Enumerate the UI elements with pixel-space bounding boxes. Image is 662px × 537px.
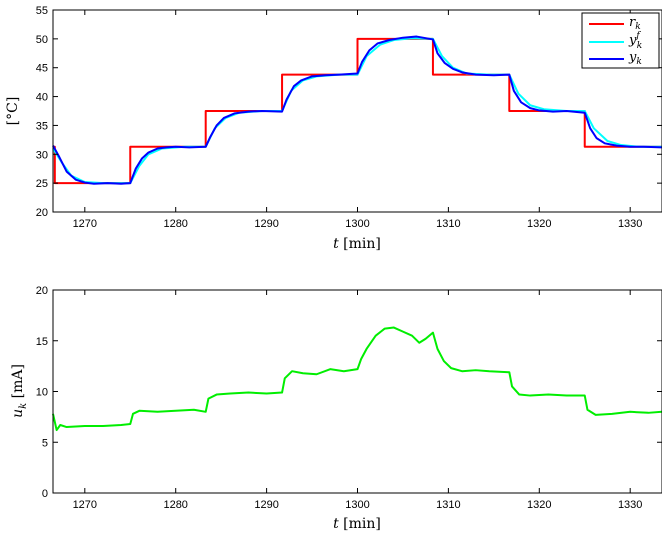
temperature-x-tick-label: 1300 [345,218,369,230]
current-y-tick-label: 15 [36,336,48,348]
current-plot-area [53,290,662,493]
current-x-ticks: 1270 1280 1290 1300 1310 1320 1330 [73,290,642,511]
temperature-x-ticks: 1270 1280 1290 1300 1310 1320 1330 [73,10,642,230]
current-x-tick-label: 1310 [436,499,460,511]
temperature-x-tick-label: 1330 [618,218,642,230]
current-x-tick-label: 1290 [254,499,278,511]
legend-label-r_k: rk [629,15,641,32]
temperature-y-tick-label: 45 [36,63,48,75]
current-y-axis-label: uk [mA] [10,364,29,418]
temperature-panel: 1270 1280 1290 1300 1310 1320 1330 20 25 30 35 40 4… [5,5,662,252]
current-panel: 1270 1280 1290 1300 1310 1320 1330 0 5 10 15 20 uk… [10,285,662,532]
current-x-axis-label: t [min] [333,516,381,532]
temperature-x-tick-label: 1270 [73,218,97,230]
temperature-series-group [52,35,662,185]
temperature-x-axis-label: t [min] [333,236,381,252]
temperature-y-tick-label: 20 [36,207,48,219]
current-x-tick-label: 1330 [618,499,642,511]
current-y-tick-label: 10 [36,387,48,399]
temperature-series-y_k_f [52,37,662,185]
temperature-y-tick-label: 50 [36,34,48,46]
current-x-tick-label: 1280 [163,499,187,511]
current-series-group [52,326,662,432]
temperature-x-tick-label: 1320 [527,218,551,230]
temperature-x-tick-label: 1310 [436,218,460,230]
temperature-y-tick-label: 40 [36,92,48,104]
current-y-tick-label: 20 [36,285,48,297]
temperature-x-tick-label: 1290 [254,218,278,230]
temperature-y-tick-label: 55 [36,5,48,17]
temperature-y-axis-label: [°C] [5,97,21,126]
svg-text:t [min]: t [min] [333,516,381,532]
temperature-x-tick-label: 1280 [163,218,187,230]
current-x-tick-label: 1300 [345,499,369,511]
temperature-y-tick-label: 35 [36,120,48,132]
current-y-tick-label: 0 [42,488,48,500]
temperature-y-tick-label: 25 [36,178,48,190]
temperature-y-ticks: 20 25 30 35 40 45 50 55 [36,5,662,219]
temperature-y-tick-label: 30 [36,149,48,161]
current-y-tick-label: 5 [42,437,48,449]
temperature-series-y_k [52,35,662,185]
current-series-u_k [52,326,662,432]
current-x-tick-label: 1320 [527,499,551,511]
legend-label-y_k_f: yf k [628,31,642,51]
svg-text:t [min]: t [min] [333,236,381,252]
current-y-ticks: 0 5 10 15 20 [36,285,662,500]
current-x-tick-label: 1270 [73,499,97,511]
legend: rk yf k yk [581,12,660,69]
svg-text:uk [mA]: uk [mA] [10,364,29,418]
